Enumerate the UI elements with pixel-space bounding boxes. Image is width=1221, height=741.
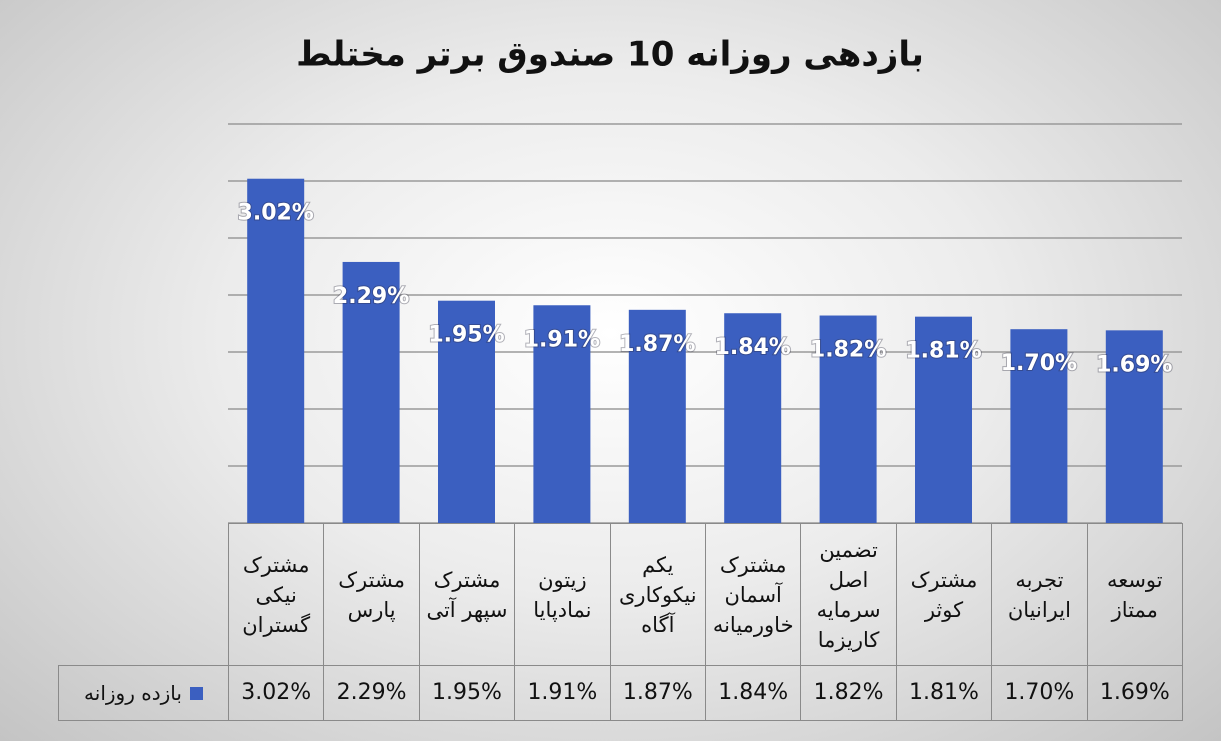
bar — [915, 316, 972, 523]
bar — [819, 315, 877, 523]
table-value: 1.82% — [800, 665, 897, 721]
data-label: 1.84% — [715, 335, 791, 360]
table-value: 1.87% — [609, 665, 706, 721]
table-value: 1.69% — [1086, 665, 1183, 721]
table-value: 1.81% — [895, 665, 993, 721]
data-label: 1.81% — [905, 339, 981, 364]
table-category: یکم نیکوکاری آگاه — [609, 523, 706, 666]
bar — [247, 178, 305, 523]
table-value: 1.95% — [418, 665, 516, 721]
data-label: 3.02% — [238, 201, 314, 226]
legend-swatch — [189, 686, 203, 700]
table-value: 2.29% — [323, 665, 420, 721]
table-category: مشترک آسمان خاورمیانه — [705, 523, 802, 666]
bar — [1010, 329, 1068, 523]
table-value: 1.70% — [991, 665, 1088, 721]
data-label: 1.82% — [810, 338, 886, 363]
legend-label: بازده روزانه — [84, 681, 182, 705]
table-legend: بازده روزانه — [58, 665, 229, 721]
data-label: 1.95% — [428, 323, 504, 348]
chart-title: بازدهی روزانه 10 صندوق برتر مختلط — [296, 35, 924, 75]
table-category: زیتون نمادپایا — [514, 523, 611, 666]
table-value: 1.84% — [705, 665, 802, 721]
table-category: تجربه ایرانیان — [991, 523, 1088, 666]
table-category: مشترک کوثر — [895, 523, 993, 666]
table-value: 3.02% — [228, 665, 325, 721]
data-label: 1.70% — [1001, 351, 1077, 376]
table-category: تضمین اصل سرمایه کاریزما — [800, 523, 897, 666]
data-label: 1.87% — [619, 332, 695, 357]
table-category: توسعه ممتاز — [1086, 523, 1183, 666]
table-value: 1.91% — [514, 665, 611, 721]
bar — [724, 313, 782, 523]
bar — [533, 305, 591, 523]
bar — [628, 309, 686, 523]
table-category: مشترک پارس — [323, 523, 420, 666]
data-label: 1.91% — [524, 327, 600, 352]
bar — [438, 300, 495, 523]
data-label: 2.29% — [333, 284, 409, 309]
bar — [342, 261, 400, 523]
bar — [1105, 330, 1163, 523]
table-category: مشترک سپهر آتی — [418, 523, 516, 666]
data-label: 1.69% — [1096, 352, 1172, 377]
table-category: مشترک نیکی گستران — [228, 523, 325, 666]
